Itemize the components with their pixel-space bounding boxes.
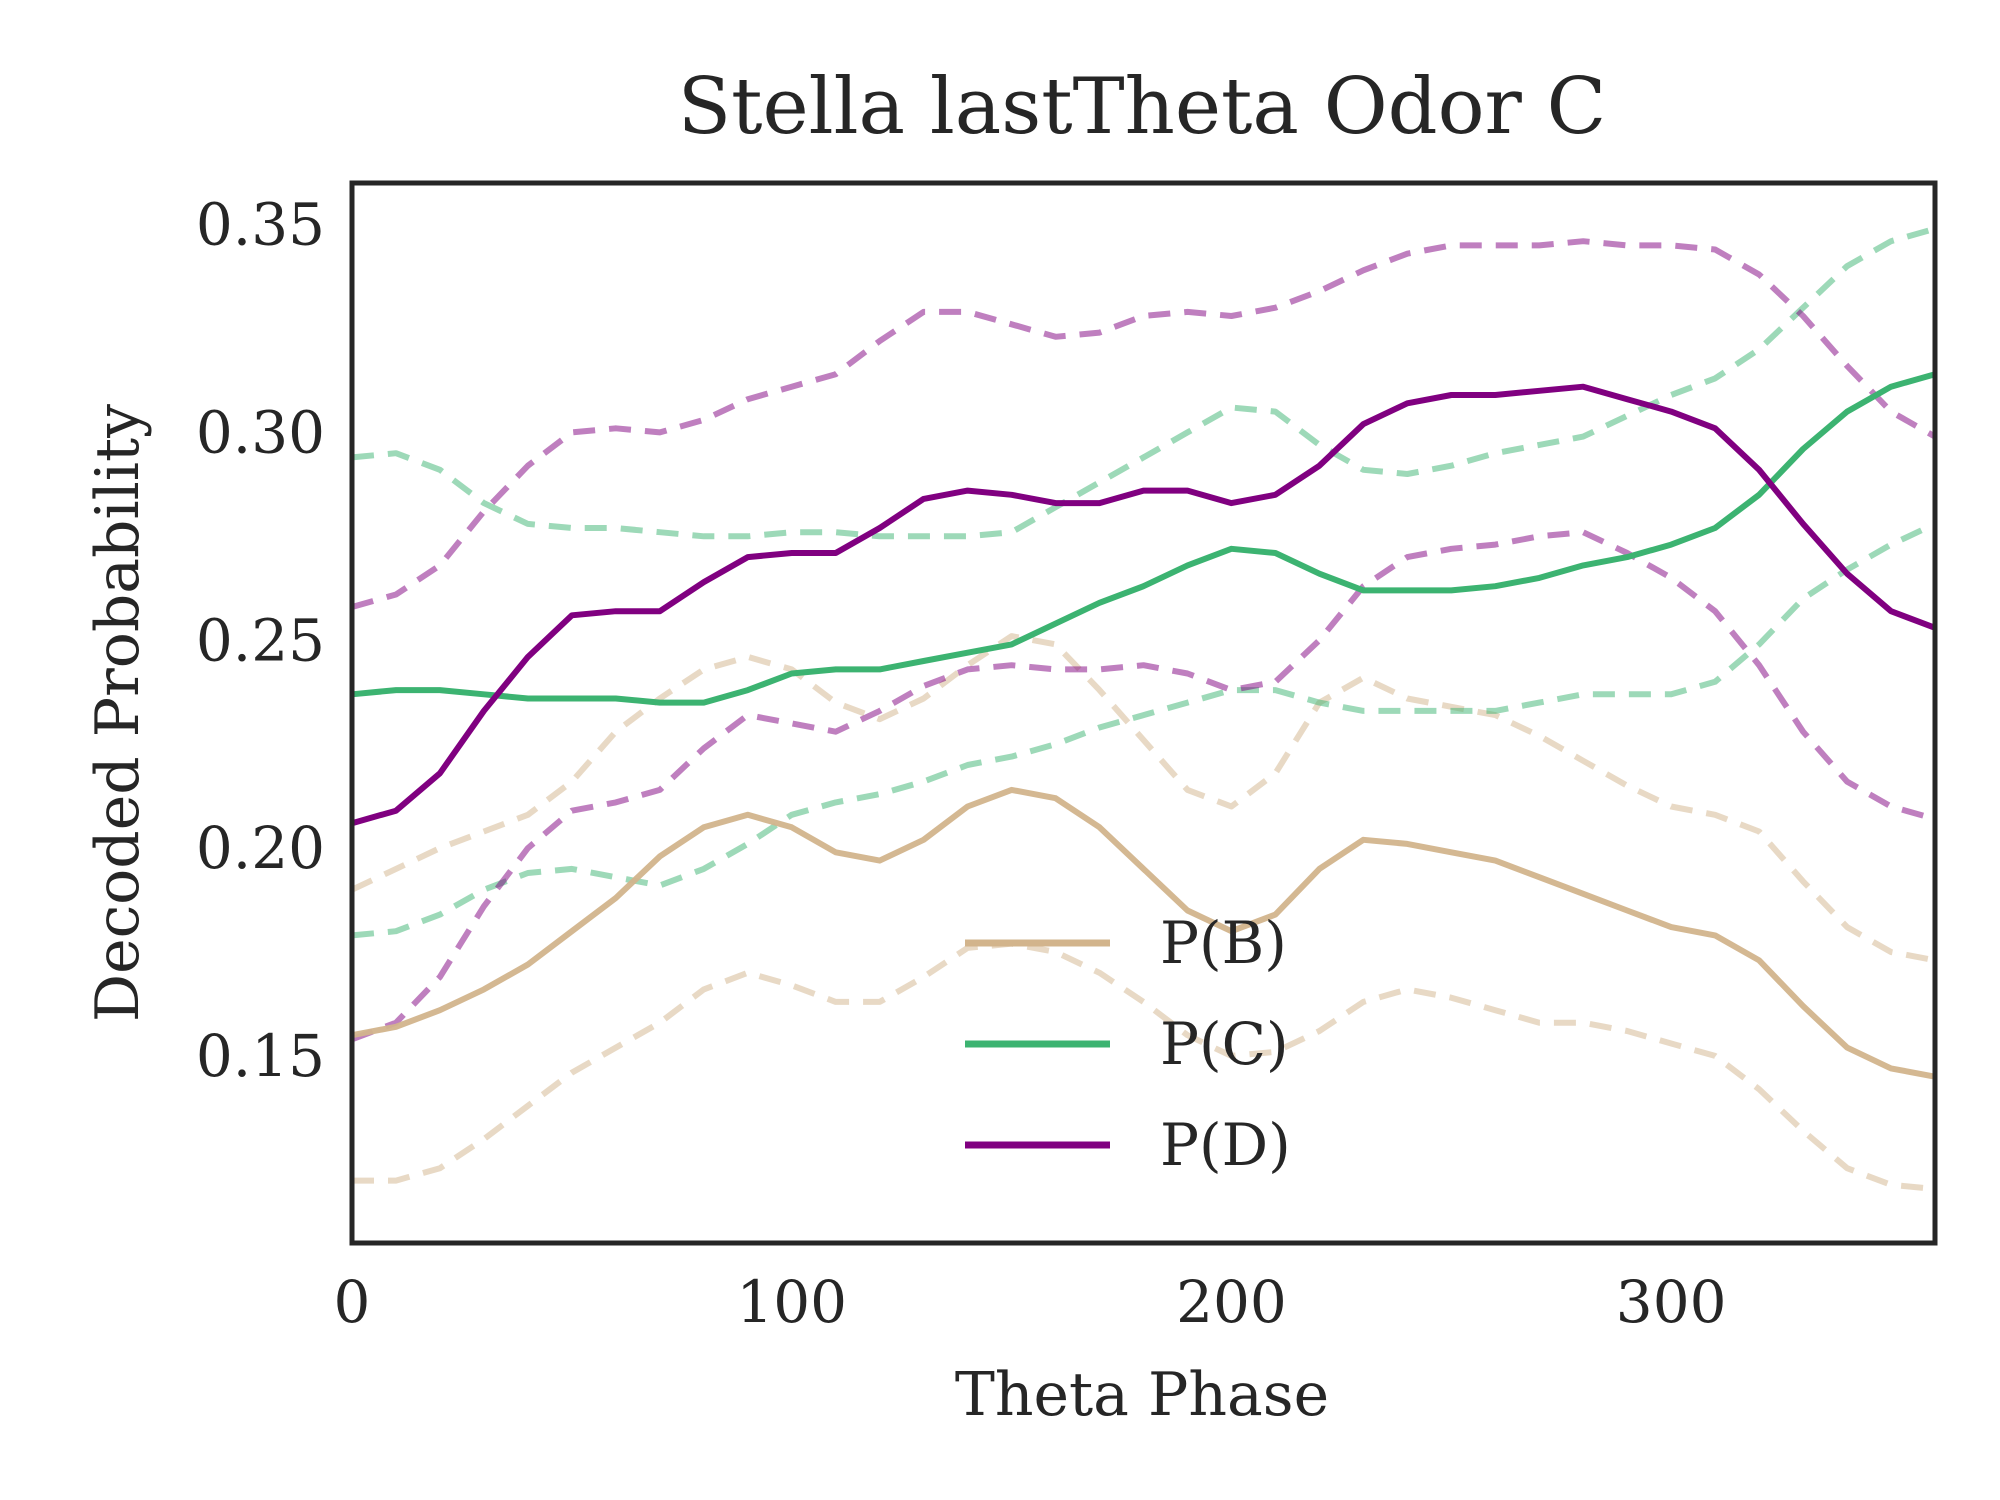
series-p-b-lower-bound bbox=[352, 940, 1936, 1192]
y-tick-label: 0.30 bbox=[196, 398, 325, 466]
y-tick-label: 0.15 bbox=[196, 1022, 325, 1090]
y-tick-label: 0.25 bbox=[196, 606, 325, 674]
series-p-d-lower-bound bbox=[350, 529, 1936, 1043]
chart-title: Stella lastTheta Odor C bbox=[678, 62, 1607, 152]
x-tick-label: 0 bbox=[334, 1268, 371, 1336]
series-p-c-line bbox=[351, 371, 1936, 706]
x-tick-label: 200 bbox=[1176, 1268, 1287, 1336]
x-tick-label: 300 bbox=[1616, 1268, 1727, 1336]
legend: P(B) P(C) P(D) bbox=[965, 909, 1291, 1179]
plot-frame bbox=[349, 180, 1938, 1246]
series-layer bbox=[350, 225, 1937, 1192]
x-axis-ticks: 0 100 200 300 bbox=[334, 1268, 1727, 1336]
series-p-b-line bbox=[351, 786, 1936, 1080]
y-axis-ticks: 0.15 0.20 0.25 0.30 0.35 bbox=[196, 191, 325, 1090]
legend-label-p-c: P(C) bbox=[1160, 1010, 1289, 1078]
series-p-c-upper-bound bbox=[351, 225, 1936, 540]
x-tick-label: 100 bbox=[736, 1268, 847, 1336]
x-axis-label: Theta Phase bbox=[955, 1360, 1329, 1430]
series-p-c-lower-bound bbox=[351, 521, 1937, 939]
series-p-b-upper-bound bbox=[350, 633, 1936, 964]
y-axis-label: Decoded Probability bbox=[83, 404, 153, 1022]
series-p-d-line bbox=[351, 383, 1937, 827]
y-tick-label: 0.20 bbox=[196, 814, 325, 882]
legend-label-p-b: P(B) bbox=[1160, 909, 1287, 977]
y-tick-label: 0.35 bbox=[196, 191, 325, 259]
series-p-d-upper-bound bbox=[351, 238, 1937, 610]
legend-label-p-d: P(D) bbox=[1160, 1111, 1291, 1179]
